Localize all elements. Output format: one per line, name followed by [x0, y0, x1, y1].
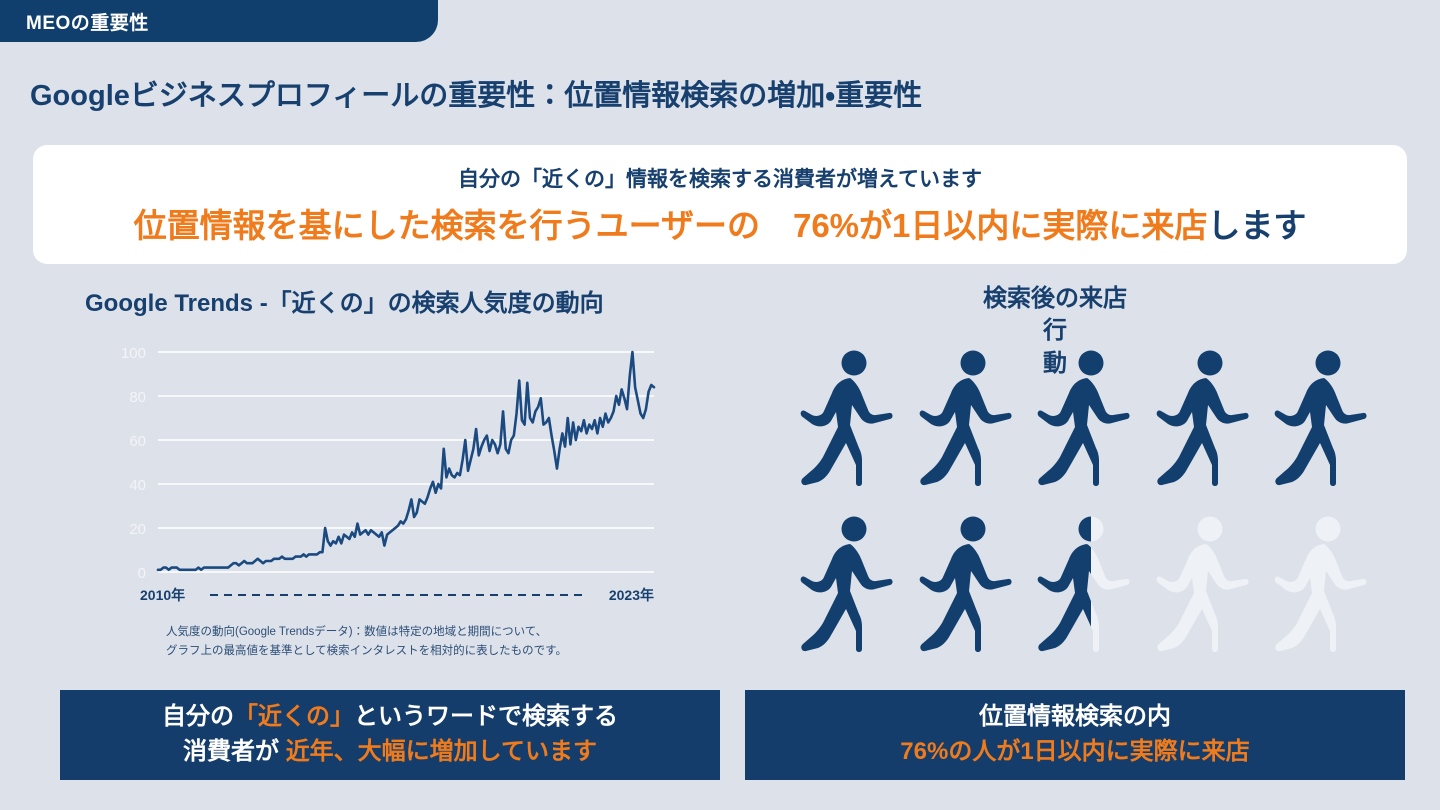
banner-left-line-2-highlight: 近年、大幅に増加しています [285, 738, 597, 765]
chart-caption-line-1: 人気度の動向(Google Trendsデータ)：数値は特定の地域と期間について… [166, 626, 548, 638]
banner-left-line-2: 消費者が 近年、大幅に増加しています [183, 735, 597, 770]
person-pictogram-empty [1156, 511, 1252, 659]
person-pictogram-full [800, 345, 896, 493]
chart-series-line [156, 350, 656, 572]
chart-y-tick-label: 20 [129, 521, 146, 538]
person-pictogram-full [919, 511, 1015, 659]
chart-y-tick-label: 60 [129, 433, 146, 450]
person-pictogram-full [919, 345, 1015, 493]
person-pictogram-empty [1274, 511, 1370, 659]
chart-y-tick-label: 100 [121, 345, 146, 362]
pictogram-heading-line-1: 検索後の来店行 [983, 285, 1127, 345]
callout-tail-text: します [1207, 206, 1307, 244]
callout-main-statement: 位置情報を基にした検索を行うユーザーの 76%が1日以内に実際に来店します [134, 199, 1307, 247]
chart-y-tick-label: 80 [129, 389, 146, 406]
header-tab-label: MEOの重要性 [26, 12, 149, 34]
banner-left-line-1-highlight: 「近くの」 [234, 703, 354, 731]
pictogram-row [800, 511, 1370, 659]
callout-highlight-text: 位置情報を基にした検索を行うユーザーの 76%が1日以内に実際に来店 [133, 206, 1208, 244]
pictogram-row [800, 345, 1370, 493]
banner-right-line-1: 位置情報検索の内 [979, 703, 1171, 731]
chart-heading: Google Trends -「近くの」の検索人気度の動向 [85, 290, 604, 317]
callout-subtitle: 自分の「近くの」情報を検索する消費者が増えています [458, 167, 982, 191]
chart-caption-line-2: グラフ上の最高値を基準として検索インタレストを相対的に表したものです。 [166, 644, 568, 657]
pictogram-heading-line-2: 動 [1043, 349, 1067, 377]
chart-x-tick-label: 2010年 [140, 587, 185, 603]
chart-x-tick-label: 2023年 [609, 587, 654, 603]
person-pictogram-full [800, 511, 896, 659]
person-pictogram-full [1156, 345, 1252, 493]
banner-right-line-2: 76%の人が1日以内に実際に来店 [900, 738, 1250, 765]
banner-left-line-1: 自分の「近くの」というワードで検索する [162, 700, 618, 735]
callout-card: 自分の「近くの」情報を検索する消費者が増えています 位置情報を基にした検索を行う… [33, 145, 1407, 264]
trends-line-chart-svg: 0 20 40 60 80 100 2010年 2023年 [121, 345, 656, 603]
person-pictogram-full [1274, 345, 1370, 493]
person-pictogram-half [1037, 511, 1133, 659]
chart-caption: 人気度の動向(Google Trendsデータ)：数値は特定の地域と期間について… [166, 623, 686, 661]
pictogram-heading: 検索後の来店行 動 [975, 283, 1135, 380]
google-trends-chart: 0 20 40 60 80 100 2010年 2023年 [100, 340, 660, 610]
header-tab: MEOの重要性 [0, 0, 438, 42]
page-title: Googleビジネスプロフィールの重要性：位置情報検索の増加・重要性 [30, 80, 923, 112]
pictogram-grid [800, 345, 1370, 677]
summary-banner-left: 自分の「近くの」というワードで検索する 消費者が 近年、大幅に増加しています [60, 690, 720, 780]
person-pictogram-full [1037, 345, 1133, 493]
banner-left-line-1-a: 自分の [162, 703, 234, 731]
summary-banner-right: 位置情報検索の内 76%の人が1日以内に実際に来店 [745, 690, 1405, 780]
chart-y-tick-label: 0 [138, 565, 146, 582]
banner-left-line-1-b: というワードで検索する [354, 703, 618, 731]
chart-y-tick-label: 40 [129, 477, 146, 494]
banner-left-line-2-a: 消費者が [183, 738, 286, 765]
